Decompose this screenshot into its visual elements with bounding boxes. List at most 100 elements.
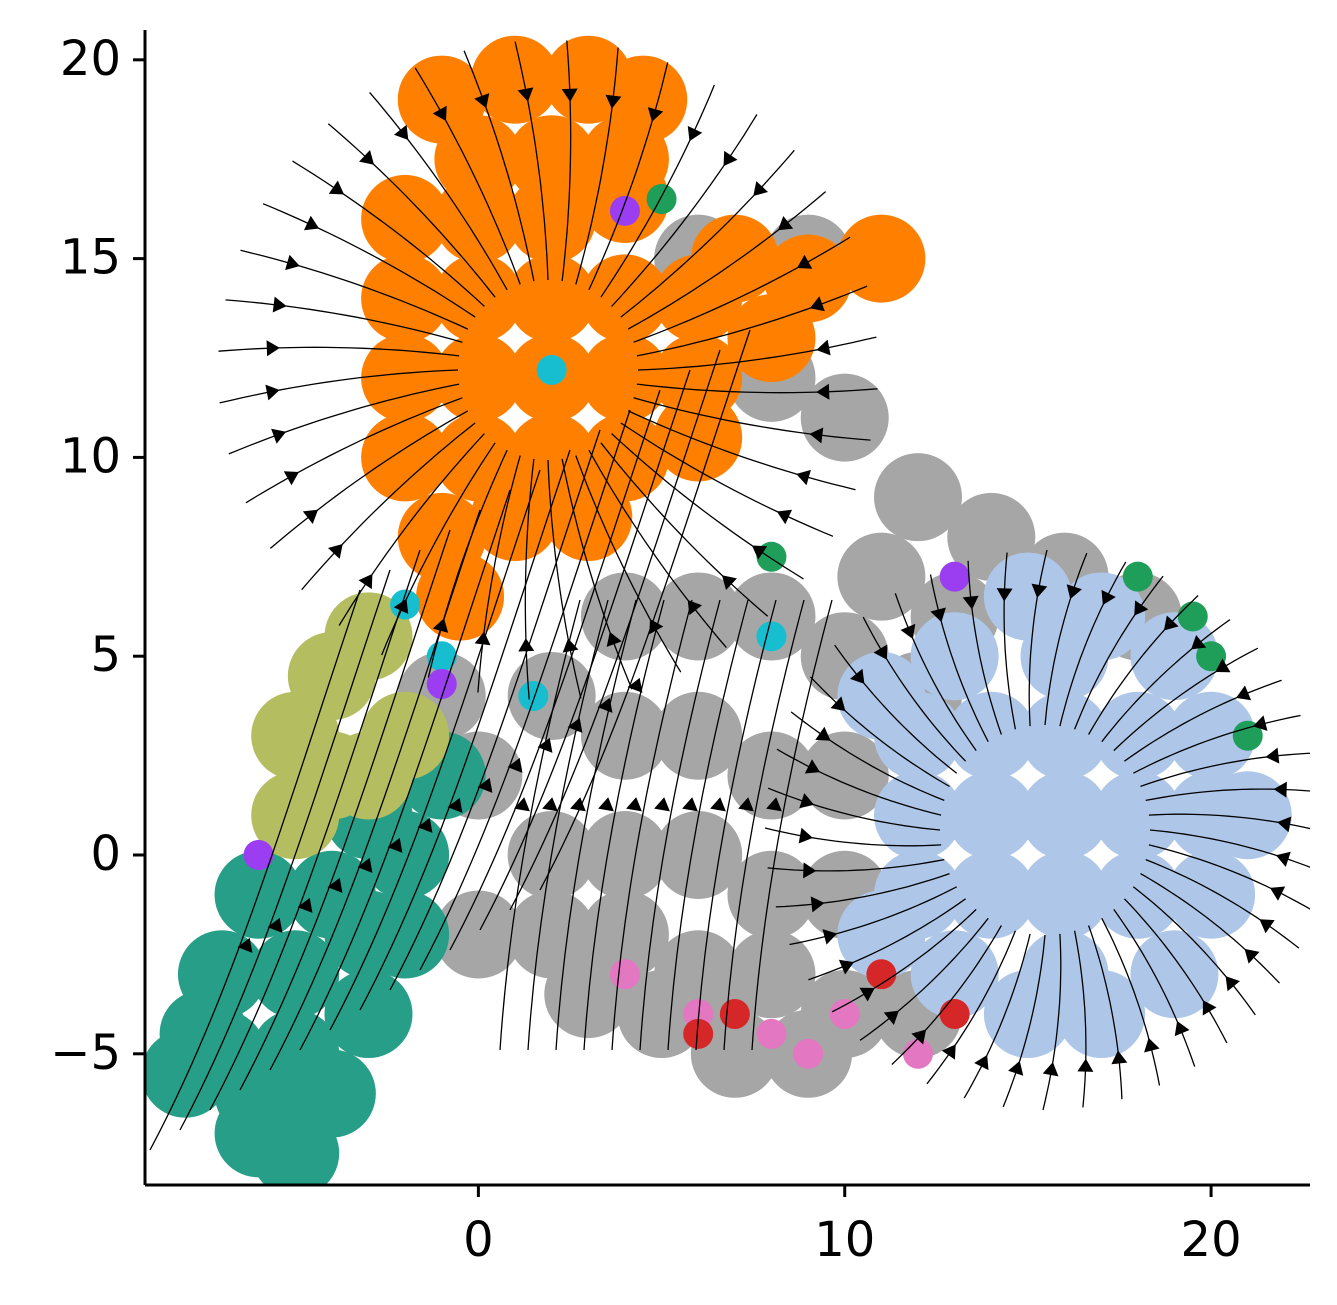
point	[910, 930, 999, 1019]
streamline	[514, 41, 549, 281]
arrowhead	[1273, 781, 1287, 798]
streamline	[1028, 549, 1048, 727]
arrowhead	[1042, 1062, 1059, 1077]
streamline	[1088, 595, 1199, 735]
point	[903, 1038, 934, 1069]
point	[727, 294, 816, 383]
streamline	[1133, 714, 1301, 774]
streamline	[463, 50, 535, 282]
point	[1203, 771, 1292, 860]
point	[874, 453, 963, 542]
streamline	[299, 489, 511, 1051]
point	[829, 999, 860, 1030]
streamline	[547, 459, 582, 699]
streamline	[1145, 788, 1310, 802]
arrowhead	[809, 296, 825, 312]
arrowhead	[266, 340, 280, 357]
arrowhead	[359, 149, 375, 165]
arrowhead	[1225, 976, 1240, 992]
streamline	[831, 908, 977, 1013]
arrowhead	[687, 125, 703, 142]
streamline	[767, 787, 941, 831]
point	[683, 1018, 714, 1049]
arrowhead	[327, 543, 343, 559]
streamline	[764, 827, 942, 847]
arrowhead	[265, 384, 280, 401]
streamline	[1002, 934, 1046, 1108]
streamline	[561, 40, 572, 282]
streamline	[262, 203, 476, 318]
point	[287, 850, 376, 939]
arrowhead	[1066, 584, 1082, 600]
arrowhead	[941, 1044, 956, 1060]
streamline	[620, 149, 795, 318]
arrowhead	[474, 93, 490, 109]
arrowhead	[777, 216, 794, 231]
point	[1122, 561, 1153, 592]
streamline	[790, 711, 945, 802]
streamline	[269, 509, 481, 1071]
point	[580, 691, 669, 780]
streamline	[359, 449, 571, 1011]
arrowhead	[514, 797, 530, 812]
streamline	[789, 886, 957, 946]
point	[609, 195, 640, 226]
streamline	[1140, 873, 1280, 984]
streamline	[1148, 844, 1310, 910]
arrowhead	[1275, 851, 1291, 867]
streamline	[1149, 829, 1310, 868]
point	[1130, 612, 1219, 701]
arrowhead	[682, 797, 698, 812]
point	[426, 669, 457, 700]
arrowhead	[723, 150, 738, 167]
y-tick-label: 20	[60, 31, 121, 87]
point	[1196, 641, 1227, 672]
arrowhead	[809, 427, 824, 444]
arrowhead	[996, 588, 1013, 602]
point	[654, 811, 743, 899]
arrowhead	[283, 471, 299, 486]
point	[1167, 850, 1256, 939]
point	[837, 651, 926, 740]
point	[800, 373, 889, 462]
point	[1093, 691, 1182, 780]
arrowhead	[796, 469, 811, 486]
y-tick-label: −5	[50, 1025, 121, 1081]
point	[251, 1109, 340, 1185]
arrowhead	[974, 1054, 989, 1071]
streamline	[1087, 925, 1123, 1100]
streamline	[245, 397, 463, 504]
arrowhead	[859, 987, 875, 1002]
streamline	[1101, 918, 1161, 1086]
arrowhead	[647, 107, 664, 122]
arrowhead	[900, 623, 916, 639]
x-tick-label: 0	[463, 1212, 494, 1268]
streamline	[583, 599, 665, 1051]
arrowhead	[1236, 685, 1252, 701]
streamline	[219, 369, 459, 404]
point	[654, 393, 743, 482]
streamline	[477, 455, 521, 693]
arrowhead	[654, 797, 670, 812]
arrowhead	[751, 545, 768, 560]
point	[947, 771, 1036, 860]
arrowhead	[626, 797, 642, 812]
arrowhead	[721, 575, 737, 591]
streamline	[479, 369, 691, 931]
streamline	[627, 191, 827, 330]
streamline	[1059, 561, 1127, 727]
streamline	[767, 858, 945, 872]
point	[1167, 691, 1256, 780]
arrowhead	[1259, 919, 1275, 934]
point	[507, 174, 596, 263]
streamline	[419, 409, 631, 971]
arrowhead	[627, 677, 643, 693]
streamline	[588, 62, 669, 291]
streamline	[808, 898, 966, 981]
streamline	[963, 933, 1031, 1099]
point	[1020, 691, 1109, 780]
streamline	[1113, 647, 1259, 752]
streamline	[1140, 752, 1310, 788]
arrowhead	[816, 383, 830, 400]
